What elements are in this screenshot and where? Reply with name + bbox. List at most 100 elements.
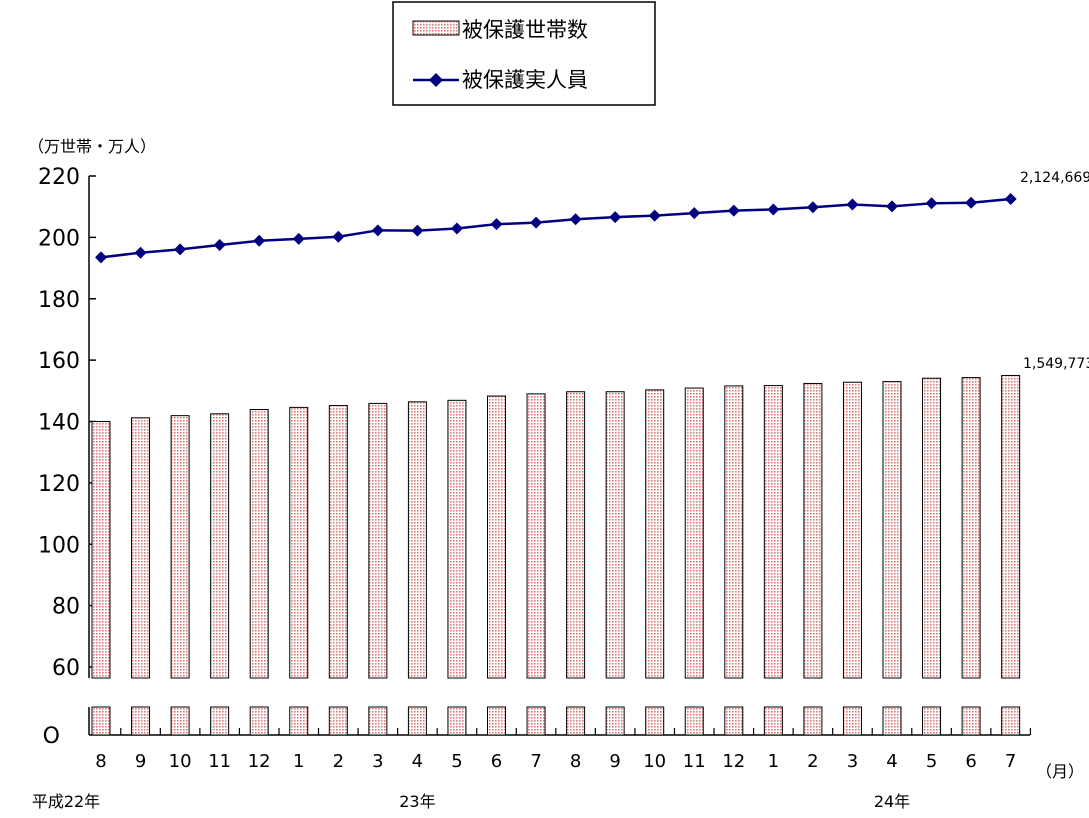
y-tick-label: 100 <box>38 533 80 558</box>
legend-line-marker <box>429 73 443 87</box>
bar <box>763 385 783 679</box>
x-tick-label: 5 <box>451 751 462 772</box>
bar-lower-segment <box>487 706 506 736</box>
line-point <box>886 200 898 213</box>
x-tick-label: 11 <box>683 751 706 772</box>
line-point <box>490 218 503 231</box>
x-tick-label: 3 <box>847 751 858 772</box>
x-tick-label: 9 <box>609 751 620 772</box>
legend-box <box>392 1 656 106</box>
bar-lower-segment <box>170 706 190 736</box>
line-point <box>1004 193 1017 206</box>
y-tick-label: 220 <box>38 165 80 190</box>
line-point <box>371 224 384 237</box>
bar <box>922 377 942 679</box>
line-point <box>332 230 345 243</box>
bar <box>1001 374 1021 679</box>
bar <box>526 393 546 679</box>
bar <box>842 381 862 679</box>
bar-lower-segment <box>131 706 151 736</box>
x-tick-label: 10 <box>169 751 192 772</box>
y-ticks: 220 200 180 160 140 120 100 80 60 O <box>38 165 96 749</box>
y-tick-label: 120 <box>38 472 80 497</box>
bar <box>249 409 269 679</box>
line-end-label: 2,124,669 <box>1020 170 1089 186</box>
legend-bar-swatch <box>412 20 460 36</box>
year-labels: 平成22年 23年 24年 <box>32 792 910 811</box>
bar <box>289 406 309 679</box>
bar <box>368 402 388 679</box>
x-tick-label: 1 <box>768 751 779 772</box>
line-point <box>253 234 266 247</box>
line-point <box>134 246 147 259</box>
bar <box>961 377 981 679</box>
line-point <box>95 251 107 264</box>
line-point <box>767 203 780 216</box>
bar <box>328 405 348 679</box>
line-point <box>727 204 740 217</box>
bar-lower-segment <box>210 706 230 736</box>
x-tick-label: 6 <box>491 751 502 772</box>
x-tick-label: 12 <box>248 751 271 772</box>
bar-lower-segment <box>645 706 665 736</box>
line-point <box>846 198 859 211</box>
bar <box>645 389 665 679</box>
line-point <box>569 213 582 226</box>
line-path <box>100 197 1011 259</box>
x-unit-label: （月） <box>1036 762 1084 781</box>
x-ticks: 8 9 10 11 12 1 2 3 4 5 6 7 8 9 10 11 12 1 2 3 4 5 6 7 <box>95 728 1032 772</box>
x-tick-label: 9 <box>135 751 146 772</box>
bar <box>605 391 625 679</box>
x-tick-label: 11 <box>208 751 231 772</box>
line-point <box>806 201 819 214</box>
bar <box>407 401 427 679</box>
bar-lower-segment <box>447 706 467 736</box>
line-point <box>292 232 305 245</box>
bar-lower-segment <box>803 706 823 736</box>
x-tick-label: 8 <box>95 751 106 772</box>
line-point <box>213 239 226 252</box>
bar-lower-segment <box>91 706 111 736</box>
y-unit-label: （万世帯・万人） <box>28 137 156 156</box>
legend: 被保護世帯数 被保護実人員 <box>392 1 656 106</box>
x-tick-label: 7 <box>1005 751 1016 772</box>
bar-series <box>91 374 1021 736</box>
year-label: 平成22年 <box>32 792 100 811</box>
line-point <box>609 211 622 224</box>
bar-lower-segment <box>368 706 388 736</box>
bar-lower-segment <box>605 706 625 736</box>
bar-lower-segment <box>842 706 862 736</box>
bar <box>882 381 902 679</box>
x-tick-label: 7 <box>530 751 541 772</box>
bar <box>487 395 506 679</box>
bar-end-label: 1,549,773 <box>1023 356 1089 372</box>
bar <box>131 417 151 679</box>
line-point <box>688 207 701 220</box>
bar <box>803 382 823 679</box>
bar-lower-segment <box>328 706 348 736</box>
x-tick-label: 2 <box>333 751 344 772</box>
x-tick-label: 1 <box>293 751 304 772</box>
line-point <box>174 243 187 256</box>
y-tick-label: 180 <box>38 288 80 313</box>
y-tick-label: 160 <box>38 349 80 374</box>
x-tick-label: 2 <box>807 751 818 772</box>
line-point <box>925 197 938 210</box>
bar-lower-segment <box>526 706 546 736</box>
bar <box>170 415 190 679</box>
y-tick-label: 60 <box>52 656 80 681</box>
legend-line-label: 被保護実人員 <box>462 68 588 92</box>
legend-bar-label: 被保護世帯数 <box>462 18 588 42</box>
line-point <box>648 209 661 222</box>
x-tick-label: 10 <box>643 751 666 772</box>
line-point <box>411 224 424 237</box>
bar <box>91 421 111 679</box>
line-series <box>95 193 1017 264</box>
y-tick-label: 140 <box>38 411 80 436</box>
y-tick-label: 200 <box>38 226 80 251</box>
x-tick-label: 3 <box>372 751 383 772</box>
year-label: 24年 <box>874 792 910 811</box>
bar-lower-segment <box>882 706 902 736</box>
